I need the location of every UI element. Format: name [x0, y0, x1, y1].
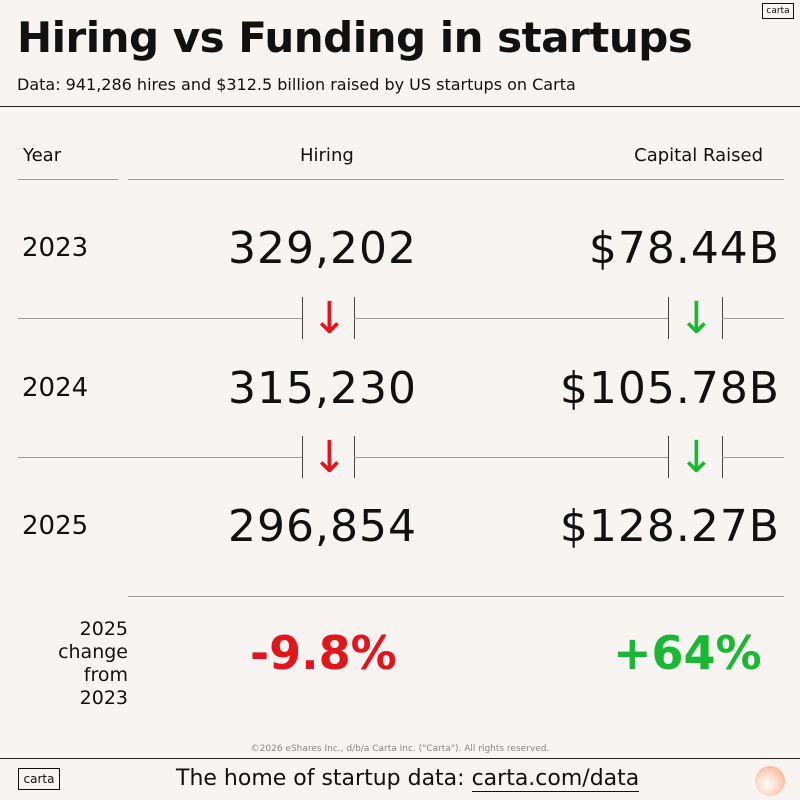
connector-line: [354, 457, 668, 458]
footer-tagline-text: The home of startup data:: [176, 766, 472, 791]
connector-tick: [302, 297, 303, 339]
row-year-2025: 2025: [22, 511, 89, 541]
connector-line: [18, 318, 302, 319]
carta-logo: carta: [18, 768, 60, 790]
decorative-gradient-circle: [755, 766, 785, 796]
capital-value-2023: $78.44B: [588, 223, 780, 274]
hiring-down-arrow-icon: ↓: [311, 432, 348, 483]
connector-tick: [668, 436, 669, 478]
row-year-2023: 2023: [22, 233, 89, 263]
hiring-value-2024: 315,230: [228, 363, 417, 414]
connector-line: [354, 318, 668, 319]
capital-down-arrow-icon: ↓: [678, 432, 715, 483]
header-divider-values: [128, 179, 784, 180]
title-divider: [0, 106, 800, 107]
connector-line: [18, 457, 302, 458]
change-label-line: 2025: [79, 618, 128, 640]
header-divider-year: [18, 179, 118, 180]
chart-subtitle: Data: 941,286 hires and $312.5 billion r…: [17, 75, 576, 94]
copyright-notice: ©2026 eShares Inc., d/b/a Carta Inc. ("C…: [250, 744, 550, 754]
change-label: 2025 change from 2023: [30, 618, 128, 710]
capital-down-arrow-icon: ↓: [678, 293, 715, 344]
capital-value-2024: $105.78B: [559, 363, 780, 414]
connector-line: [722, 457, 784, 458]
connector-tick: [668, 297, 669, 339]
footer-link[interactable]: carta.com/data: [471, 766, 640, 792]
column-header-year: Year: [23, 145, 62, 166]
column-header-hiring: Hiring: [300, 145, 354, 166]
column-header-capital: Capital Raised: [634, 145, 763, 166]
change-label-line: from 2023: [79, 664, 128, 709]
chart-title: Hiring vs Funding in startups: [17, 13, 693, 62]
hiring-change-value: -9.8%: [250, 626, 397, 680]
hiring-value-2023: 329,202: [228, 223, 417, 274]
change-label-line: change: [58, 641, 128, 663]
row-year-2024: 2024: [22, 373, 89, 403]
hiring-down-arrow-icon: ↓: [311, 293, 348, 344]
connector-tick: [302, 436, 303, 478]
change-divider: [128, 596, 784, 597]
footer-divider: [0, 758, 800, 759]
footer-tagline: The home of startup data: carta.com/data: [176, 766, 640, 792]
connector-line: [722, 318, 784, 319]
carta-badge: carta: [762, 3, 794, 19]
capital-change-value: +64%: [613, 626, 762, 680]
hiring-value-2025: 296,854: [228, 501, 417, 552]
capital-value-2025: $128.27B: [559, 501, 780, 552]
